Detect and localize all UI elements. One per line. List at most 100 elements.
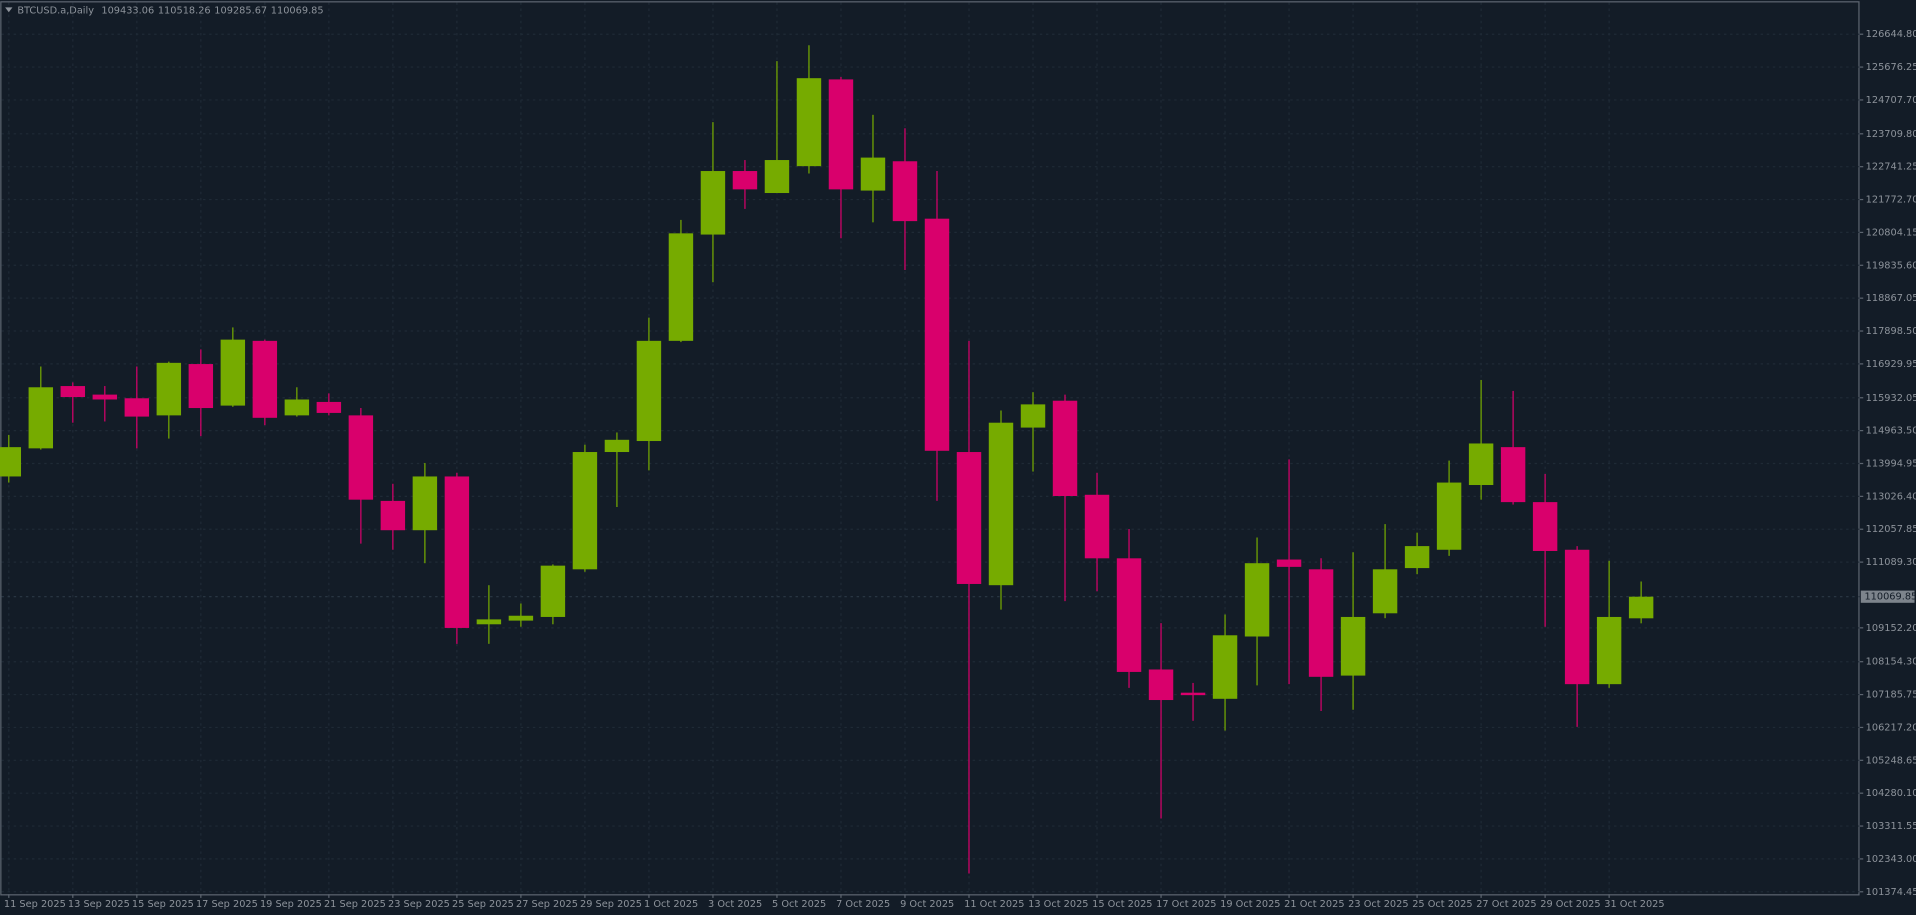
last-high: 110518.26	[158, 5, 211, 16]
y-tick-label: 116929.95	[1866, 359, 1916, 370]
candle-body	[220, 339, 246, 406]
symbol-title: BTCUSD.a,Daily	[17, 5, 94, 16]
y-tick-label: 117898.50	[1866, 326, 1916, 337]
axes: 126644.80 125676.25 124707.70 123709.80 1227…	[4, 29, 1916, 910]
candle-body	[924, 218, 950, 451]
candle-body	[0, 447, 22, 477]
current-price-label: 110069.85	[1864, 592, 1916, 603]
y-tick-label: 124707.70	[1866, 95, 1916, 106]
candle-body	[508, 615, 534, 621]
candle-body	[700, 171, 726, 235]
candle-body	[252, 340, 278, 418]
x-tick-label: 23 Sep 2025	[388, 899, 450, 910]
current-price-box	[1860, 590, 1915, 603]
candle-body	[1244, 563, 1270, 637]
y-tick-label: 113026.40	[1866, 491, 1916, 502]
candle-body	[1212, 635, 1238, 699]
x-tick-label: 1 Oct 2025	[644, 899, 698, 910]
x-tick-label: 9 Oct 2025	[900, 899, 954, 910]
x-tick-label: 15 Sep 2025	[132, 899, 194, 910]
x-tick-label: 11 Sep 2025	[4, 899, 66, 910]
candle-body	[92, 394, 118, 400]
candle-body	[732, 171, 758, 190]
y-tick-label: 113994.95	[1866, 458, 1916, 469]
candle-body	[1116, 558, 1142, 672]
y-tick-label: 109152.20	[1866, 623, 1916, 634]
x-tick-label: 13 Oct 2025	[1028, 899, 1088, 910]
y-tick-label: 101374.45	[1866, 887, 1916, 898]
candle-body	[764, 160, 790, 194]
candle-body	[316, 401, 342, 413]
x-tick-label: 27 Oct 2025	[1476, 899, 1536, 910]
x-tick-label: 15 Oct 2025	[1092, 899, 1152, 910]
y-tick-label: 111089.30	[1866, 557, 1916, 568]
last-close: 110069.85	[271, 5, 324, 16]
x-tick-label: 23 Oct 2025	[1348, 899, 1408, 910]
candle-body	[668, 233, 694, 341]
x-tick-label: 27 Sep 2025	[516, 899, 578, 910]
candle-body	[1532, 502, 1558, 551]
x-tick-label: 17 Oct 2025	[1156, 899, 1216, 910]
x-tick-label: 3 Oct 2025	[708, 899, 762, 910]
x-tick-label: 25 Oct 2025	[1412, 899, 1472, 910]
y-tick-label: 120804.15	[1866, 227, 1916, 238]
candle-body	[1628, 596, 1654, 619]
candle-body	[572, 452, 598, 570]
x-tick-label: 31 Oct 2025	[1604, 899, 1664, 910]
candle-body	[380, 500, 406, 531]
candle-body	[1372, 569, 1398, 614]
y-tick-label: 104280.10	[1866, 788, 1916, 799]
y-tick-label: 122741.25	[1866, 162, 1916, 173]
x-tick-label: 19 Sep 2025	[260, 899, 322, 910]
x-tick-label: 7 Oct 2025	[836, 899, 890, 910]
candle-body	[124, 398, 150, 417]
y-tick-label: 114963.50	[1866, 426, 1916, 437]
y-tick-label: 119835.60	[1866, 260, 1916, 271]
candle-body	[1436, 482, 1462, 550]
grid	[1, 2, 1860, 895]
x-tick-label: 17 Sep 2025	[196, 899, 258, 910]
candle-body	[636, 340, 662, 442]
y-tick-label: 112057.85	[1866, 524, 1916, 535]
candle-body	[444, 476, 470, 628]
y-tick-label: 115932.05	[1866, 393, 1916, 404]
candle-body	[956, 452, 982, 584]
candle-body	[1052, 400, 1078, 497]
y-tick-label: 106217.20	[1866, 722, 1916, 733]
x-tick-label: 25 Sep 2025	[452, 899, 514, 910]
candle-body	[412, 476, 438, 531]
candle-body	[540, 565, 566, 617]
x-tick-label: 29 Sep 2025	[580, 899, 642, 910]
x-tick-label: 13 Sep 2025	[68, 899, 130, 910]
y-tick-label: 121772.70	[1866, 195, 1916, 206]
candle-body	[1564, 549, 1590, 685]
candle-body	[796, 78, 822, 167]
last-low: 109285.67	[214, 5, 267, 16]
x-tick-label: 5 Oct 2025	[772, 899, 826, 910]
x-tick-label: 21 Sep 2025	[324, 899, 386, 910]
candle-body	[1148, 669, 1174, 701]
menu-arrow[interactable]	[5, 7, 13, 13]
candle-body	[1468, 443, 1494, 486]
candle-body	[1084, 494, 1110, 559]
x-tick-label: 19 Oct 2025	[1220, 899, 1280, 910]
y-tick-label: 126644.80	[1866, 29, 1916, 40]
candle-body	[28, 387, 54, 449]
candle-body	[1340, 616, 1366, 676]
candle-body	[860, 157, 886, 191]
candle-body	[892, 161, 918, 222]
y-tick-label: 102343.00	[1866, 854, 1916, 865]
candle-body	[1308, 569, 1334, 677]
y-tick-label: 125676.25	[1866, 62, 1916, 73]
candle-body	[1500, 447, 1526, 503]
candle-body	[1180, 692, 1206, 696]
y-tick-label: 123709.80	[1866, 129, 1916, 140]
x-tick-label: 11 Oct 2025	[964, 899, 1024, 910]
candle-body	[348, 415, 374, 500]
candle-body	[1020, 404, 1046, 428]
candle-body	[828, 79, 854, 190]
candle-body	[1404, 546, 1430, 569]
candle-body	[988, 422, 1014, 586]
